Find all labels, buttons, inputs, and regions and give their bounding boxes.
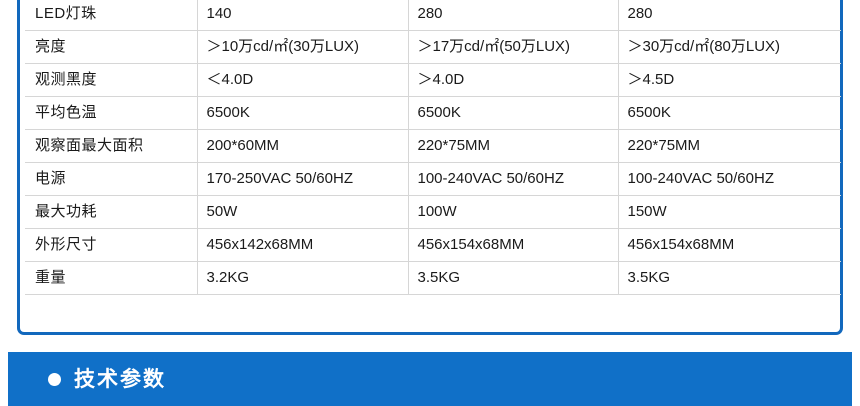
row-value-model-a: 50W: [197, 195, 409, 229]
row-value-model-b: 100W: [408, 195, 619, 229]
table-row: LED灯珠 140 280 280: [25, 0, 841, 31]
table-row: 电源 170-250VAC 50/60HZ 100-240VAC 50/60HZ…: [25, 162, 841, 196]
row-value-model-b: ＞4.0D: [408, 63, 619, 97]
row-value-model-a: 3.2KG: [197, 261, 409, 295]
row-value-model-b: 6500K: [408, 96, 619, 130]
row-value-model-a: 170-250VAC 50/60HZ: [197, 162, 409, 196]
section-banner-technical-parameters: 技术参数: [8, 352, 852, 406]
row-value-model-c: 6500K: [618, 96, 841, 130]
row-value-model-c: ＞4.5D: [618, 63, 841, 97]
row-label: 电源: [25, 162, 198, 196]
row-label: 外形尺寸: [25, 228, 198, 262]
table-row: 亮度 ＞10万cd/㎡(30万LUX) ＞17万cd/㎡(50万LUX) ＞30…: [25, 30, 841, 64]
row-value-model-a: 6500K: [197, 96, 409, 130]
row-value-model-b: 280: [408, 0, 619, 31]
row-value-model-b: 220*75MM: [408, 129, 619, 163]
row-label: 亮度: [25, 30, 198, 64]
table-row: 观察面最大面积 200*60MM 220*75MM 220*75MM: [25, 129, 841, 163]
row-value-model-a: ＜4.0D: [197, 63, 409, 97]
row-value-model-c: 456x154x68MM: [618, 228, 841, 262]
row-value-model-a: 456x142x68MM: [197, 228, 409, 262]
row-value-model-c: 220*75MM: [618, 129, 841, 163]
row-value-model-a: 200*60MM: [197, 129, 409, 163]
row-label: 重量: [25, 261, 198, 295]
table-row: 外形尺寸 456x142x68MM 456x154x68MM 456x154x6…: [25, 228, 841, 262]
table-row: 重量 3.2KG 3.5KG 3.5KG: [25, 261, 841, 295]
row-value-model-c: 280: [618, 0, 841, 31]
row-label: 观测黑度: [25, 63, 198, 97]
row-value-model-c: ＞30万cd/㎡(80万LUX): [618, 30, 841, 64]
specification-panel: LED灯珠 140 280 280 亮度 ＞10万cd/㎡(30万LUX) ＞1…: [17, 0, 843, 335]
row-value-model-b: 3.5KG: [408, 261, 619, 295]
row-value-model-b: 456x154x68MM: [408, 228, 619, 262]
row-value-model-b: ＞17万cd/㎡(50万LUX): [408, 30, 619, 64]
section-banner-content: 技术参数: [8, 352, 852, 406]
row-value-model-c: 150W: [618, 195, 841, 229]
row-label: 最大功耗: [25, 195, 198, 229]
row-value-model-c: 3.5KG: [618, 261, 841, 295]
table-row: 最大功耗 50W 100W 150W: [25, 195, 841, 229]
section-banner-title: 技术参数: [74, 367, 166, 391]
specification-table: LED灯珠 140 280 280 亮度 ＞10万cd/㎡(30万LUX) ＞1…: [25, 0, 841, 295]
row-value-model-a: ＞10万cd/㎡(30万LUX): [197, 30, 409, 64]
row-label: 平均色温: [25, 96, 198, 130]
specification-table-body: LED灯珠 140 280 280 亮度 ＞10万cd/㎡(30万LUX) ＞1…: [25, 0, 841, 295]
row-value-model-b: 100-240VAC 50/60HZ: [408, 162, 619, 196]
row-value-model-a: 140: [197, 0, 409, 31]
table-row: 观测黑度 ＜4.0D ＞4.0D ＞4.5D: [25, 63, 841, 97]
table-row: 平均色温 6500K 6500K 6500K: [25, 96, 841, 130]
row-value-model-c: 100-240VAC 50/60HZ: [618, 162, 841, 196]
filled-circle-icon: [48, 372, 61, 386]
row-label: 观察面最大面积: [25, 129, 198, 163]
row-label: LED灯珠: [25, 0, 198, 31]
